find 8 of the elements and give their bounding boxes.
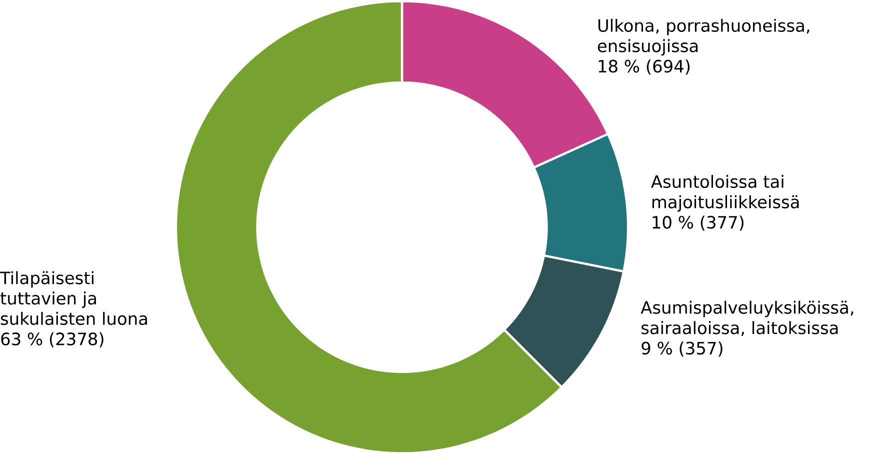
data-label: 9 % (357) (642, 341, 722, 356)
slice-label: Asumispalveluyksiköissä, sairaaloissa, laitoksissa (640, 300, 854, 336)
data-label: 18 % (694) (598, 59, 690, 74)
data-label: 10 % (377) (652, 215, 744, 231)
data-label: 63 % (2378) (1, 332, 104, 348)
slice-label: Asuntoloissa tai majoitusliikkeissä (651, 174, 799, 212)
slice-label: Ulkona, porrashuoneissa, ensisuojissa (598, 18, 810, 56)
slice-label: Tilapäisesti tuttavien ja sukulaisten luona (0, 271, 147, 325)
